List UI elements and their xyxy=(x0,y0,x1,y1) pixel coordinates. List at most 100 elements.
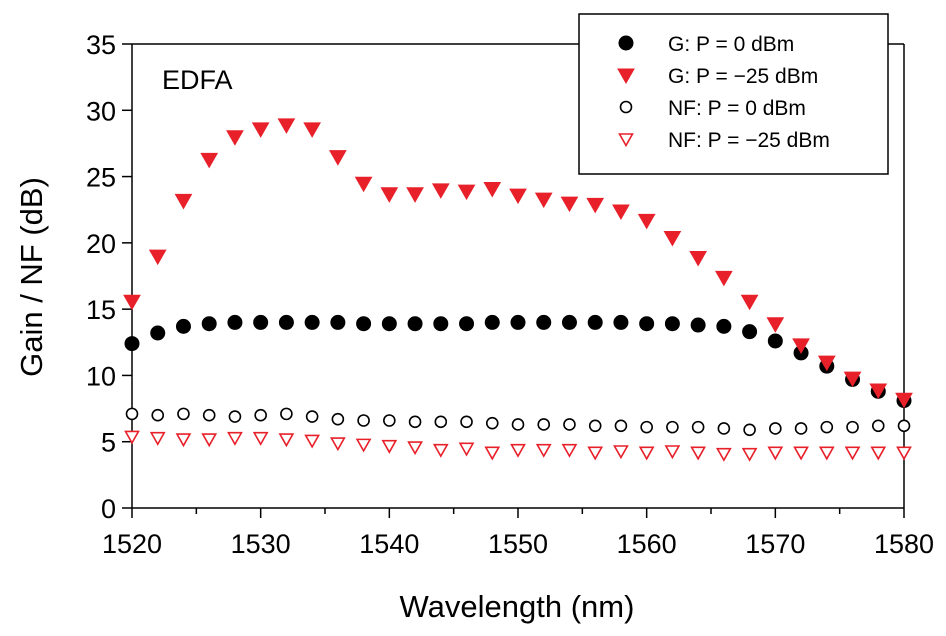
data-point xyxy=(228,410,242,423)
data-point xyxy=(226,130,244,146)
data-point xyxy=(743,423,756,437)
data-point xyxy=(278,433,295,448)
data-point xyxy=(794,422,808,435)
data-point xyxy=(354,176,373,193)
data-point xyxy=(534,192,553,209)
data-point xyxy=(869,383,888,400)
data-point xyxy=(406,187,424,203)
data-point xyxy=(511,418,525,431)
data-point xyxy=(150,325,166,341)
data-point xyxy=(331,412,345,426)
x-tick-label: 1570 xyxy=(745,529,805,559)
data-point xyxy=(690,317,706,333)
data-point xyxy=(407,316,423,332)
data-point xyxy=(767,333,783,349)
data-point xyxy=(510,314,526,330)
data-point xyxy=(638,446,655,461)
data-point xyxy=(612,204,630,221)
data-point xyxy=(432,443,449,458)
y-tick-label: 0 xyxy=(101,494,116,524)
data-point xyxy=(561,314,577,330)
legend-marker xyxy=(617,68,635,85)
data-point xyxy=(201,433,218,448)
data-point xyxy=(613,314,629,330)
data-point xyxy=(433,316,449,332)
x-axis-label: Wavelength (nm) xyxy=(400,589,635,624)
data-point xyxy=(896,446,912,461)
data-point xyxy=(715,447,732,462)
annotation-edfa: EDFA xyxy=(162,65,233,95)
data-point xyxy=(148,249,167,266)
data-point xyxy=(715,270,733,287)
legend-label: G: P = −25 dBm xyxy=(668,65,818,88)
y-tick-label: 30 xyxy=(86,96,116,126)
data-point xyxy=(689,250,707,267)
data-point xyxy=(457,184,476,201)
data-point xyxy=(742,324,758,340)
data-point xyxy=(510,443,526,458)
legend: G: P = 0 dBm G: P = −25 dBm NF: P = 0 dBm N… xyxy=(578,13,889,175)
data-point xyxy=(125,407,139,421)
y-axis-label: Gain / NF (dB) xyxy=(14,177,49,377)
data-point xyxy=(844,446,861,461)
data-point xyxy=(303,122,321,138)
data-point xyxy=(329,150,347,166)
data-point xyxy=(820,420,834,434)
legend-entry-3: NF: P = −25 dBm xyxy=(618,129,830,152)
data-point xyxy=(200,152,219,169)
series-layer xyxy=(123,118,913,462)
data-point xyxy=(383,414,396,427)
data-point xyxy=(278,314,294,330)
data-point xyxy=(843,371,862,388)
data-point xyxy=(380,187,399,203)
y-tick-label: 25 xyxy=(86,163,116,193)
data-point xyxy=(304,434,321,449)
legend-marker xyxy=(619,100,633,114)
tick-marks xyxy=(122,43,905,518)
data-point xyxy=(408,415,422,429)
data-point xyxy=(690,446,707,461)
data-point xyxy=(355,438,372,453)
data-point xyxy=(563,418,576,431)
data-point xyxy=(666,420,679,434)
data-point xyxy=(201,316,217,332)
data-point xyxy=(304,314,320,330)
legend-marker xyxy=(618,35,634,51)
data-point xyxy=(124,430,140,445)
data-point xyxy=(766,317,785,333)
data-point xyxy=(253,314,269,330)
data-point xyxy=(767,446,784,461)
data-point xyxy=(124,336,140,352)
data-point xyxy=(330,314,346,330)
legend-marker xyxy=(618,133,634,148)
data-point xyxy=(664,316,680,332)
data-point xyxy=(177,407,190,421)
series-0 xyxy=(124,314,912,409)
data-point xyxy=(639,316,655,332)
data-point xyxy=(586,197,605,214)
data-point xyxy=(381,316,397,332)
data-point xyxy=(817,355,836,372)
y-tick-label: 10 xyxy=(86,361,116,391)
data-point xyxy=(537,418,551,431)
series-2 xyxy=(125,407,911,437)
data-point xyxy=(818,446,835,461)
data-point xyxy=(483,182,502,198)
data-point xyxy=(588,419,602,433)
data-point xyxy=(434,415,448,429)
x-tick-label: 1540 xyxy=(359,529,419,559)
data-point xyxy=(123,294,141,311)
data-point xyxy=(251,122,270,138)
data-point xyxy=(897,419,911,433)
data-point xyxy=(792,338,810,354)
legend-entry-0: G: P = 0 dBm xyxy=(618,33,794,56)
legend-label: NF: P = −25 dBm xyxy=(668,129,830,152)
data-point xyxy=(740,294,759,311)
data-point xyxy=(407,441,423,456)
data-point xyxy=(536,314,552,330)
data-point xyxy=(252,431,269,446)
legend-entry-1: G: P = −25 dBm xyxy=(617,65,818,88)
data-point xyxy=(356,316,372,332)
data-point xyxy=(870,446,887,461)
data-point xyxy=(613,445,629,460)
